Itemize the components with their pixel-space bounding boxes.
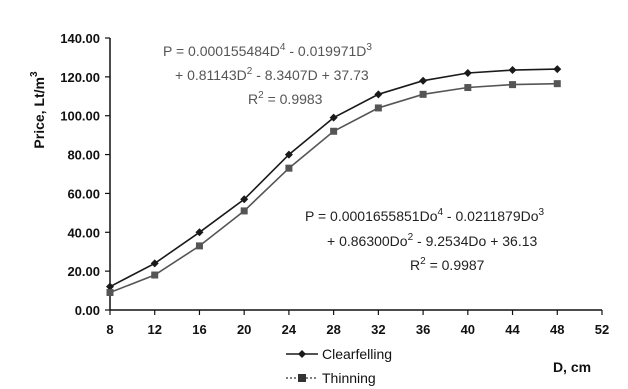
data-point-thinning [106, 289, 114, 297]
x-tick-label: 24 [282, 322, 297, 337]
data-point-clearfelling [195, 228, 204, 237]
x-tick-label: 12 [147, 322, 161, 337]
y-tick-label: 140.00 [60, 31, 100, 46]
x-tick-label: 40 [461, 322, 475, 337]
x-tick-label: 36 [416, 322, 430, 337]
data-point-clearfelling [329, 113, 338, 122]
y-axis-title-sup: 3 [29, 71, 40, 77]
data-point-clearfelling [240, 195, 249, 204]
clearfelling-equation-line1: P = 0.000155484D4 - 0.019971D3 [163, 42, 372, 59]
series-layer [106, 65, 562, 297]
data-point-clearfelling [106, 282, 114, 291]
th-eq-l1a: P = 0.0001655851Do [305, 208, 438, 224]
data-point-clearfelling [508, 66, 517, 75]
cf-eq-l2a: + 0.81143D [175, 67, 247, 83]
x-tick-label: 16 [192, 322, 206, 337]
y-tick-label: 20.00 [67, 264, 100, 279]
clearfelling-r2: R2 = 0.9983 [248, 90, 323, 107]
th-eq-l1a-exp: 4 [437, 207, 443, 218]
x-ticks-group: 8 12 16 20 24 28 32 36 40 44 48 52 [106, 310, 609, 337]
x-tick-label: 44 [505, 322, 520, 337]
data-point-thinning [330, 127, 338, 135]
x-tick-label: 20 [237, 322, 251, 337]
data-point-thinning [509, 81, 517, 89]
data-point-thinning [195, 242, 203, 250]
y-axis-title: Price, Lt/m3 [29, 71, 47, 149]
cf-r2-value: = 0.9983 [264, 91, 323, 107]
data-point-thinning [553, 80, 561, 88]
y-tick-label: 0.00 [75, 303, 100, 318]
th-r2-exp: 2 [420, 256, 426, 267]
y-tick-label: 60.00 [67, 186, 100, 201]
th-eq-l2a-exp: 2 [408, 232, 414, 243]
y-tick-label: 120.00 [60, 70, 100, 85]
data-point-clearfelling [419, 76, 428, 85]
data-point-thinning [151, 271, 159, 279]
th-eq-l1b-exp: 3 [539, 207, 545, 218]
th-r2-value: = 0.9987 [426, 257, 485, 273]
data-point-clearfelling [553, 65, 562, 74]
legend-thinning-label: Thinning [322, 370, 376, 386]
x-axis-title: D, cm [553, 359, 591, 375]
data-point-thinning [240, 207, 248, 215]
cf-eq-l1a: P = 0.000155484D [163, 43, 280, 59]
data-point-thinning [285, 164, 293, 172]
y-tick-label: 40.00 [67, 225, 100, 240]
legend-clearfelling-marker [298, 350, 306, 358]
thinning-equation-line1: P = 0.0001655851Do4 - 0.0211879Do3 [305, 207, 545, 224]
data-point-clearfelling [374, 90, 383, 99]
x-tick-label: 8 [106, 322, 113, 337]
data-point-thinning [419, 90, 427, 98]
y-ticks-group: 0.00 20.00 40.00 60.00 80.00 100.00 120.00 140.… [60, 31, 110, 318]
cf-eq-l1b: - 0.019971D [285, 43, 366, 59]
data-point-thinning [374, 104, 382, 112]
series-line-clearfelling [109, 68, 558, 288]
cf-r2-exp: 2 [258, 90, 264, 101]
y-tick-label: 100.00 [60, 109, 100, 124]
x-tick-label: 32 [371, 322, 385, 337]
cf-eq-l2b: - 8.3407D + 37.73 [252, 67, 369, 83]
cf-eq-l1a-exp: 4 [280, 42, 286, 53]
legend: Clearfelling Thinning [286, 346, 392, 386]
thinning-r2: R2 = 0.9987 [410, 256, 485, 273]
x-tick-label: 48 [550, 322, 564, 337]
cf-eq-l1b-exp: 3 [366, 42, 372, 53]
legend-clearfelling-label: Clearfelling [322, 346, 392, 362]
legend-thinning-marker [298, 374, 306, 382]
data-point-clearfelling [463, 68, 472, 77]
x-tick-label: 28 [326, 322, 340, 337]
th-eq-l2a: + 0.86300Do [327, 233, 408, 249]
clearfelling-equation-line2: + 0.81143D2 - 8.3407D + 37.73 [175, 66, 369, 83]
x-tick-label: 52 [595, 322, 609, 337]
y-tick-label: 80.00 [67, 148, 100, 163]
data-point-clearfelling [150, 259, 159, 268]
thinning-equation-line2: + 0.86300Do2 - 9.2534Do + 36.13 [327, 232, 538, 249]
th-eq-l2b: - 9.2534Do + 36.13 [413, 233, 537, 249]
th-r2-label: R [410, 257, 420, 273]
cf-r2-label: R [248, 91, 258, 107]
th-eq-l1b: - 0.0211879Do [443, 208, 539, 224]
y-axis-title-text: Price, Lt/m [31, 77, 47, 149]
data-point-clearfelling [284, 150, 293, 159]
data-point-thinning [464, 84, 472, 92]
cf-eq-l2a-exp: 2 [247, 66, 253, 77]
